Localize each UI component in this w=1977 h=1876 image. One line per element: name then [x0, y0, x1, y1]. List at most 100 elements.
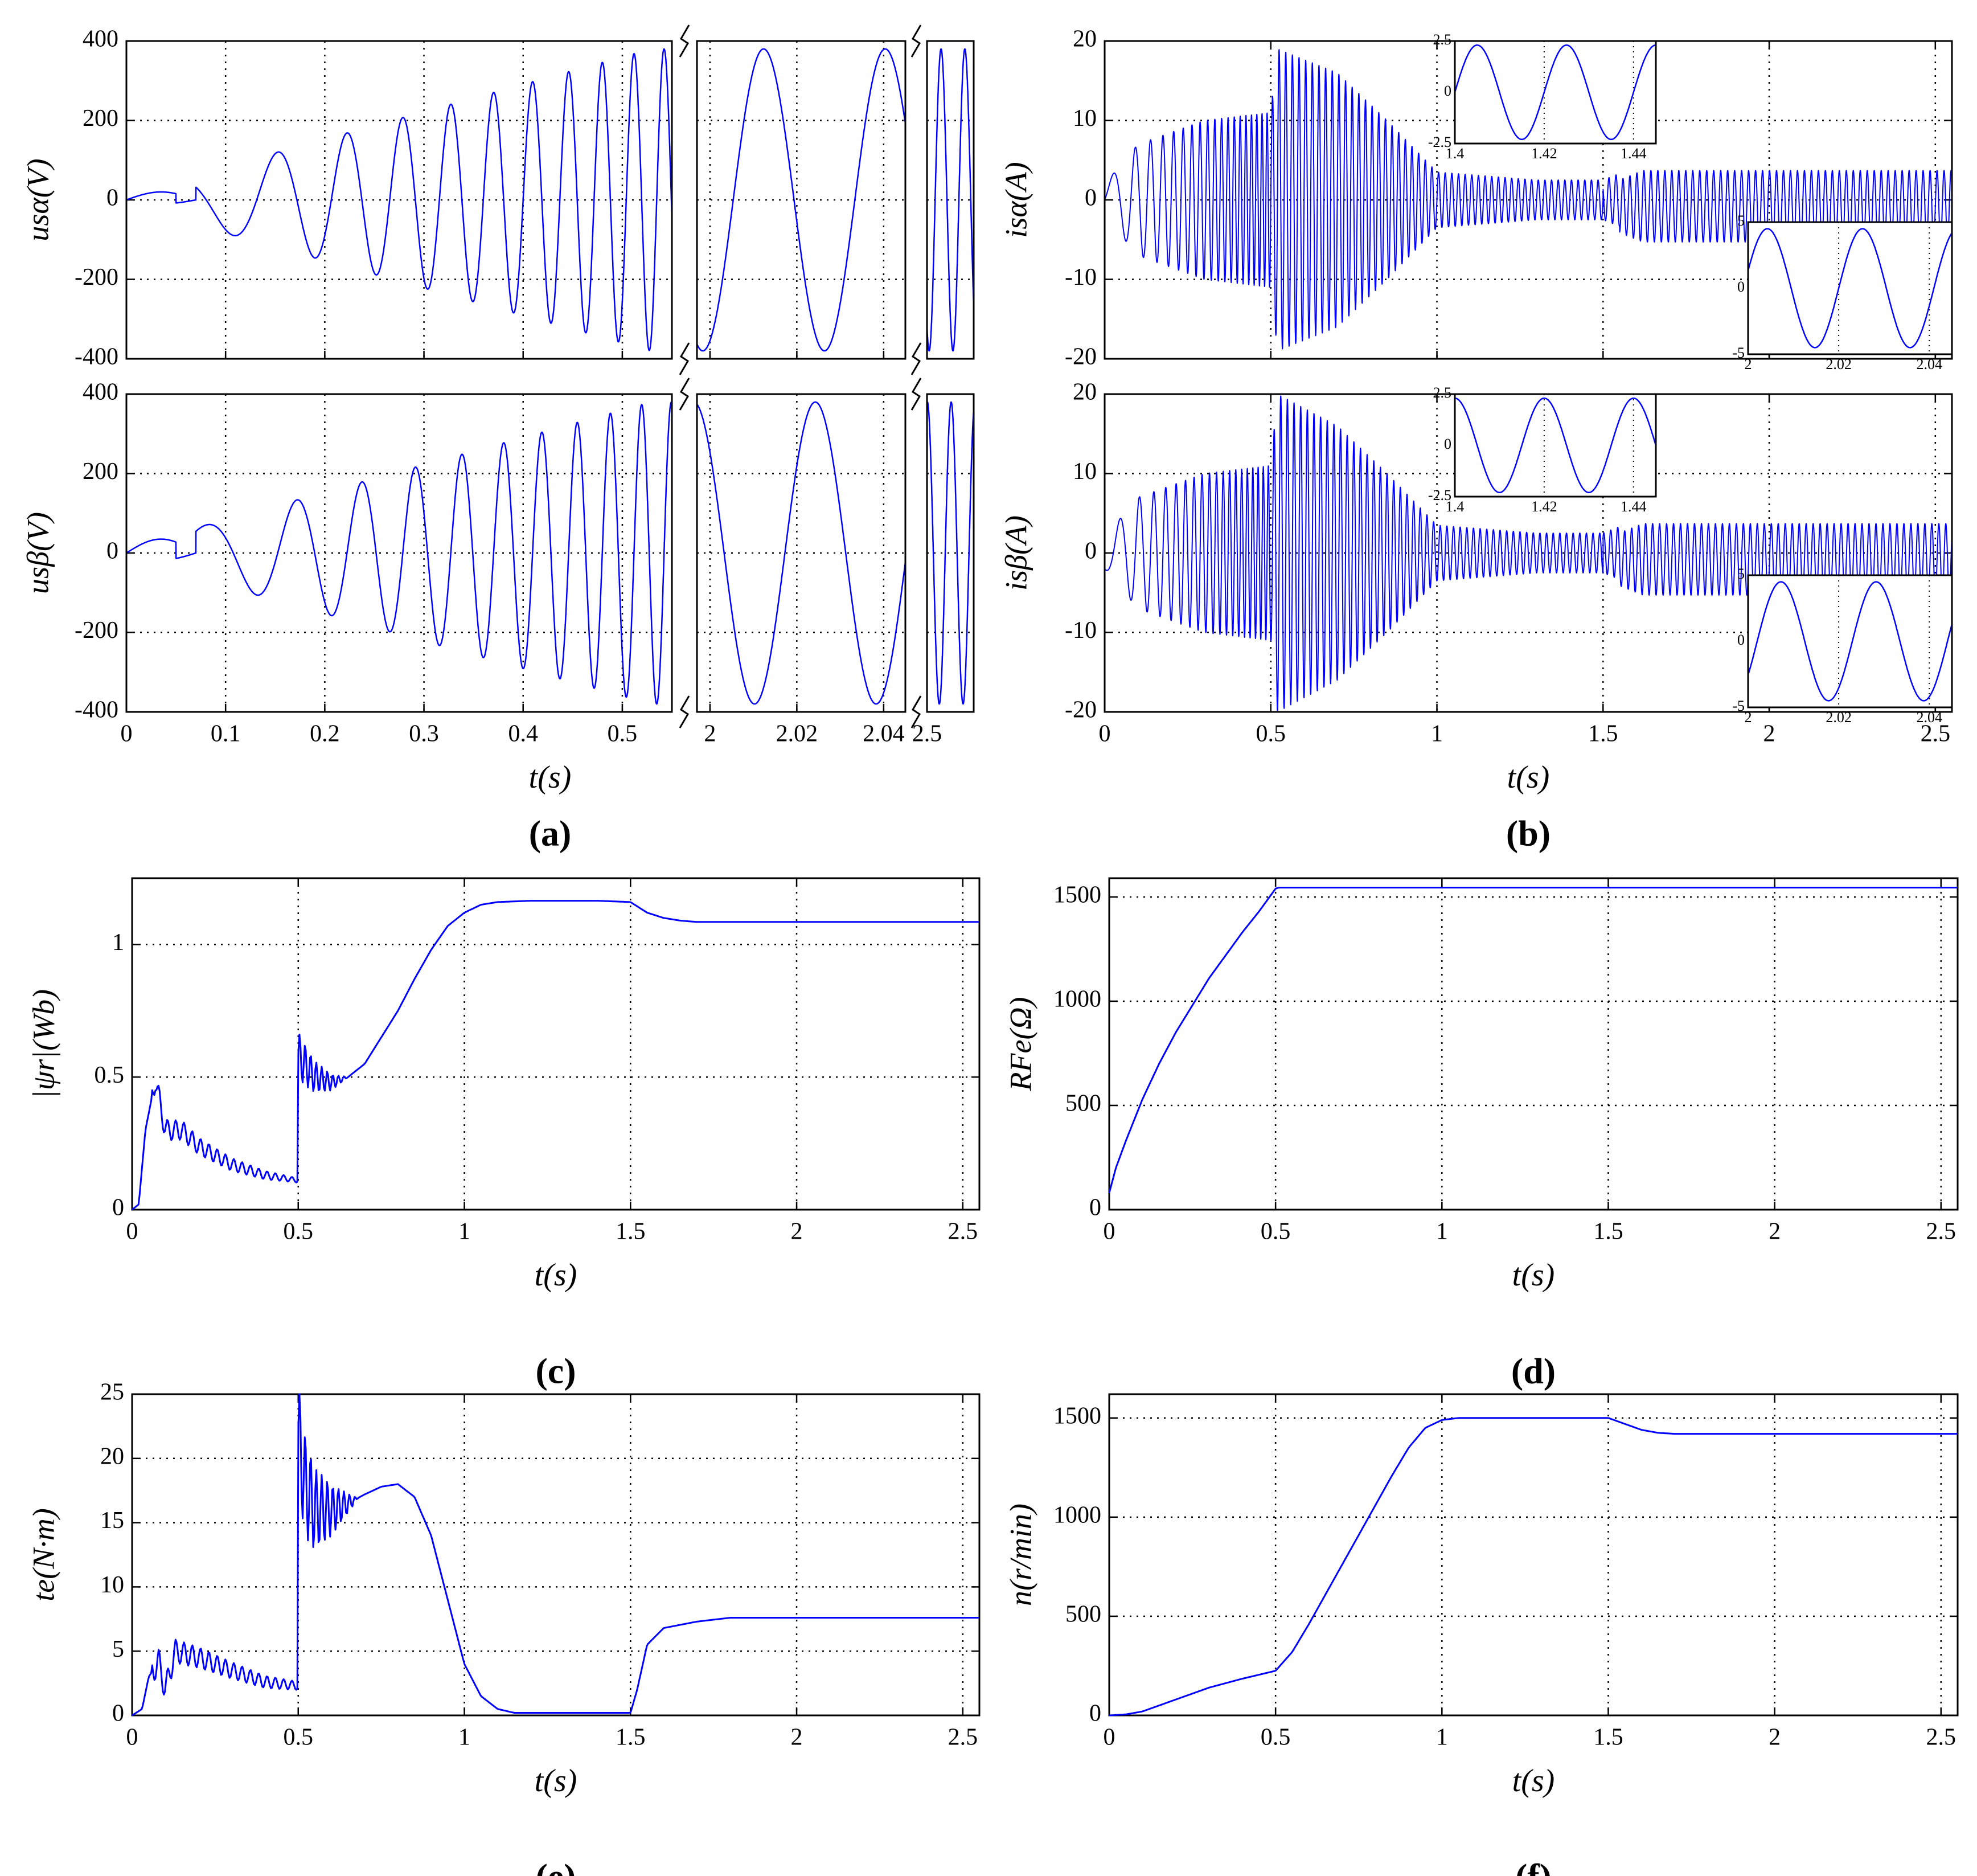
inset-x-tick-label: 1.4	[1446, 145, 1465, 162]
y-tick-label: 500	[1065, 1091, 1101, 1117]
inset-y-tick-label: -5	[1732, 698, 1745, 714]
x-tick-label: 2.5	[912, 721, 942, 747]
inset-frame	[1747, 221, 1953, 355]
series-line-c	[132, 900, 979, 1211]
x-tick-label: 1	[1436, 1219, 1448, 1245]
x-tick-label: 0.2	[310, 721, 340, 747]
series-line-e	[132, 1393, 979, 1717]
inset-x-tick-label: 2.02	[1826, 356, 1852, 372]
y-axis-label: te(N·m)	[26, 1508, 60, 1601]
y-axis-label: RFe(Ω)	[1003, 997, 1037, 1092]
y-tick-label: 1500	[1053, 882, 1101, 908]
inset-background	[1455, 394, 1656, 497]
x-tick-label: 0.5	[608, 721, 638, 747]
plot-frame-e	[131, 1393, 981, 1717]
y-tick-label: -200	[75, 264, 118, 290]
axis-break-mark	[910, 24, 922, 58]
y-tick-label: -400	[75, 344, 118, 370]
axis-break-mark	[679, 342, 690, 375]
x-tick-label: 0.3	[409, 721, 439, 747]
y-tick-label: 20	[100, 1443, 124, 1469]
voltage-signal-alpha	[125, 48, 673, 351]
y-tick-label: -10	[1065, 264, 1097, 290]
axis-segment-frame	[926, 40, 975, 360]
inset-x-tick-label: 2	[1745, 709, 1752, 726]
y-tick-label: 0	[106, 185, 118, 211]
x-tick-label: 1.5	[616, 1725, 646, 1751]
inset-frame	[1454, 40, 1657, 145]
series-line-d	[1108, 887, 1958, 1194]
inset-y-tick-label: 5	[1737, 566, 1745, 582]
panel-label: (d)	[1511, 1351, 1556, 1391]
x-tick-label: 0	[1104, 1219, 1115, 1245]
x-tick-label: 2	[1763, 721, 1775, 747]
x-tick-label: 0	[1099, 721, 1111, 747]
axis-break-mark	[910, 695, 922, 728]
y-axis-label: |ψr|(Wb)	[26, 989, 60, 1099]
y-tick-label: 0	[112, 1195, 124, 1221]
x-tick-label: 1	[458, 1725, 470, 1751]
y-tick-label: 10	[1073, 105, 1097, 132]
y-axis-label: isα(A)	[999, 162, 1033, 237]
axis-segment-frame	[125, 393, 673, 713]
y-tick-label: 400	[83, 26, 118, 52]
inset-x-tick-label: 2.02	[1826, 709, 1852, 726]
x-tick-label: 0.4	[508, 721, 538, 747]
y-tick-label: 400	[83, 379, 118, 405]
y-tick-label: 1000	[1053, 986, 1101, 1013]
y-tick-label: -200	[75, 617, 118, 644]
panel-label: (c)	[535, 1351, 576, 1391]
x-tick-label: 1	[458, 1219, 470, 1245]
x-tick-label: 1	[1431, 721, 1443, 747]
x-tick-label: 0.5	[284, 1219, 314, 1245]
y-tick-label: 0	[112, 1701, 124, 1727]
y-tick-label: -400	[75, 697, 118, 723]
x-tick-label: 0.5	[284, 1725, 314, 1751]
axis-break-mark	[910, 342, 922, 375]
inset-background	[1748, 575, 1952, 707]
inset-y-tick-label: -5	[1732, 345, 1745, 361]
y-tick-label: 1500	[1053, 1403, 1101, 1429]
inset-frame	[1454, 393, 1657, 498]
x-tick-label: 1.5	[1593, 1219, 1623, 1245]
x-tick-label: 0	[126, 1725, 138, 1751]
x-tick-label: 1.5	[616, 1219, 646, 1245]
inset-background	[1748, 222, 1952, 354]
x-tick-label: 2	[704, 721, 716, 747]
x-tick-label: 1	[1436, 1725, 1448, 1751]
y-tick-label: 200	[83, 458, 118, 485]
x-tick-label: 0	[1104, 1725, 1115, 1751]
x-tick-label: 2	[791, 1725, 803, 1751]
y-tick-label: -10	[1065, 617, 1097, 644]
x-tick-label: 0.5	[1256, 721, 1286, 747]
x-axis-label: t(s)	[535, 1258, 577, 1293]
x-axis-label: t(s)	[1512, 1763, 1555, 1799]
x-tick-label: 1.5	[1588, 721, 1618, 747]
inset-signal	[1454, 397, 1657, 494]
inset-x-tick-label: 2.04	[1916, 709, 1942, 726]
x-tick-label: 2	[1769, 1725, 1781, 1751]
y-tick-label: 0	[1089, 1701, 1101, 1727]
inset-y-tick-label: 2.5	[1433, 31, 1452, 48]
inset-x-tick-label: 1.42	[1531, 145, 1557, 162]
x-tick-label: 2.04	[863, 721, 905, 747]
x-tick-label: 2	[1769, 1219, 1781, 1245]
inset-x-tick-label: 1.44	[1621, 498, 1647, 515]
inset-frame	[1747, 574, 1953, 708]
inset-y-tick-label: 0	[1444, 83, 1451, 99]
y-tick-label: 20	[1073, 379, 1097, 405]
axis-segment-frame	[696, 393, 907, 713]
y-tick-label: 10	[1073, 458, 1097, 485]
y-tick-label: 1	[112, 929, 124, 956]
plot-frame-d	[1108, 877, 1959, 1211]
y-tick-label: 500	[1065, 1601, 1101, 1628]
current-signal-alpha	[1104, 49, 1953, 350]
x-tick-label: 2.5	[1926, 1725, 1957, 1751]
x-tick-label: 2.5	[1926, 1219, 1957, 1245]
axis-break-mark	[910, 378, 922, 411]
inset-y-tick-label: 5	[1737, 212, 1745, 229]
plot-frame-f	[1108, 1393, 1959, 1717]
x-tick-label: 0.5	[1261, 1219, 1291, 1245]
y-tick-label: 0	[1085, 185, 1097, 211]
